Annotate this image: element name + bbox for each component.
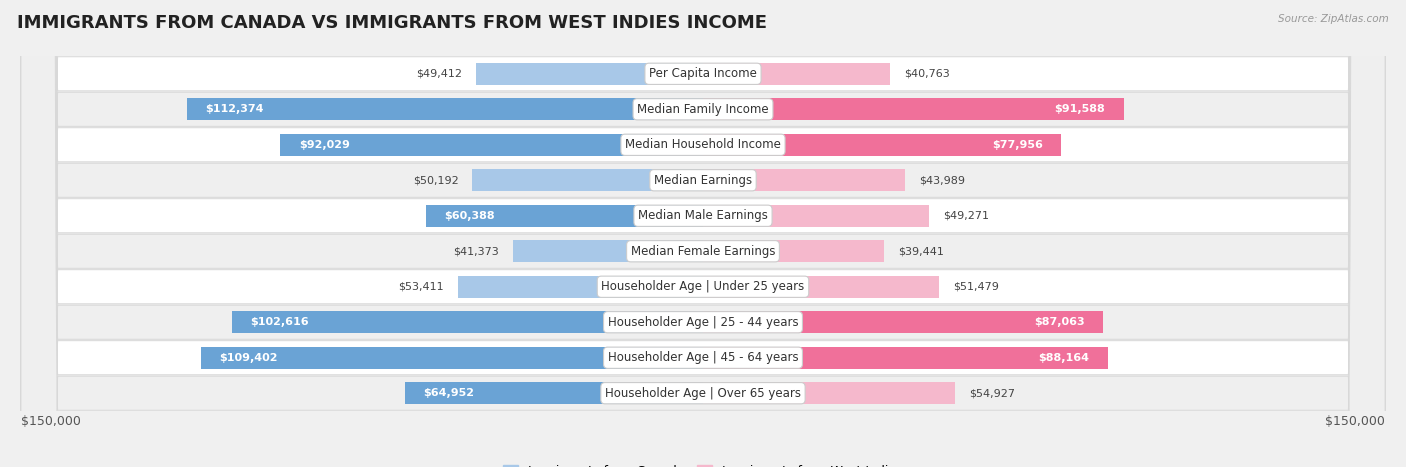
Text: IMMIGRANTS FROM CANADA VS IMMIGRANTS FROM WEST INDIES INCOME: IMMIGRANTS FROM CANADA VS IMMIGRANTS FRO… bbox=[17, 14, 766, 32]
Text: $49,412: $49,412 bbox=[416, 69, 463, 79]
Text: $88,164: $88,164 bbox=[1039, 353, 1090, 363]
Text: $150,000: $150,000 bbox=[1326, 415, 1385, 428]
Text: $40,763: $40,763 bbox=[904, 69, 949, 79]
Text: $53,411: $53,411 bbox=[398, 282, 444, 292]
FancyBboxPatch shape bbox=[21, 0, 1385, 467]
Bar bbox=[703, 169, 905, 191]
Text: $102,616: $102,616 bbox=[250, 317, 309, 327]
FancyBboxPatch shape bbox=[21, 0, 1385, 467]
FancyBboxPatch shape bbox=[21, 0, 1385, 467]
Text: Source: ZipAtlas.com: Source: ZipAtlas.com bbox=[1278, 14, 1389, 24]
Bar bbox=[703, 240, 884, 262]
FancyBboxPatch shape bbox=[21, 0, 1385, 467]
Text: $51,479: $51,479 bbox=[953, 282, 1000, 292]
Text: $43,989: $43,989 bbox=[918, 175, 965, 185]
Text: $91,588: $91,588 bbox=[1054, 104, 1105, 114]
Text: $77,956: $77,956 bbox=[991, 140, 1043, 150]
Text: Median Male Earnings: Median Male Earnings bbox=[638, 209, 768, 222]
Text: $64,952: $64,952 bbox=[423, 388, 474, 398]
Bar bbox=[513, 240, 703, 262]
FancyBboxPatch shape bbox=[21, 0, 1385, 467]
Text: $54,927: $54,927 bbox=[969, 388, 1015, 398]
Text: $39,441: $39,441 bbox=[898, 246, 943, 256]
FancyBboxPatch shape bbox=[21, 0, 1385, 467]
Bar bbox=[477, 63, 703, 85]
Text: $41,373: $41,373 bbox=[454, 246, 499, 256]
Bar bbox=[703, 347, 1108, 369]
FancyBboxPatch shape bbox=[21, 0, 1385, 467]
Text: $109,402: $109,402 bbox=[219, 353, 277, 363]
Bar bbox=[703, 134, 1062, 156]
Bar bbox=[232, 311, 703, 333]
Text: $112,374: $112,374 bbox=[205, 104, 264, 114]
Legend: Immigrants from Canada, Immigrants from West Indies: Immigrants from Canada, Immigrants from … bbox=[498, 460, 908, 467]
Bar bbox=[201, 347, 703, 369]
Text: Median Earnings: Median Earnings bbox=[654, 174, 752, 187]
Text: Per Capita Income: Per Capita Income bbox=[650, 67, 756, 80]
Bar bbox=[280, 134, 703, 156]
Text: Householder Age | 25 - 44 years: Householder Age | 25 - 44 years bbox=[607, 316, 799, 329]
Text: $92,029: $92,029 bbox=[298, 140, 350, 150]
FancyBboxPatch shape bbox=[21, 0, 1385, 467]
Bar bbox=[426, 205, 703, 227]
Text: Householder Age | Over 65 years: Householder Age | Over 65 years bbox=[605, 387, 801, 400]
Text: Median Female Earnings: Median Female Earnings bbox=[631, 245, 775, 258]
Text: $50,192: $50,192 bbox=[413, 175, 458, 185]
Bar bbox=[187, 98, 703, 120]
Text: Householder Age | 45 - 64 years: Householder Age | 45 - 64 years bbox=[607, 351, 799, 364]
Bar bbox=[703, 276, 939, 298]
Bar bbox=[458, 276, 703, 298]
FancyBboxPatch shape bbox=[21, 0, 1385, 467]
Bar bbox=[405, 382, 703, 404]
Bar bbox=[472, 169, 703, 191]
Text: $87,063: $87,063 bbox=[1033, 317, 1084, 327]
Text: Householder Age | Under 25 years: Householder Age | Under 25 years bbox=[602, 280, 804, 293]
Text: Median Household Income: Median Household Income bbox=[626, 138, 780, 151]
Text: $150,000: $150,000 bbox=[21, 415, 80, 428]
Bar bbox=[703, 382, 955, 404]
Bar bbox=[703, 205, 929, 227]
Text: $49,271: $49,271 bbox=[943, 211, 988, 221]
Text: $60,388: $60,388 bbox=[444, 211, 495, 221]
Text: Median Family Income: Median Family Income bbox=[637, 103, 769, 116]
Bar bbox=[703, 98, 1123, 120]
FancyBboxPatch shape bbox=[21, 0, 1385, 467]
Bar bbox=[703, 311, 1102, 333]
Bar bbox=[703, 63, 890, 85]
